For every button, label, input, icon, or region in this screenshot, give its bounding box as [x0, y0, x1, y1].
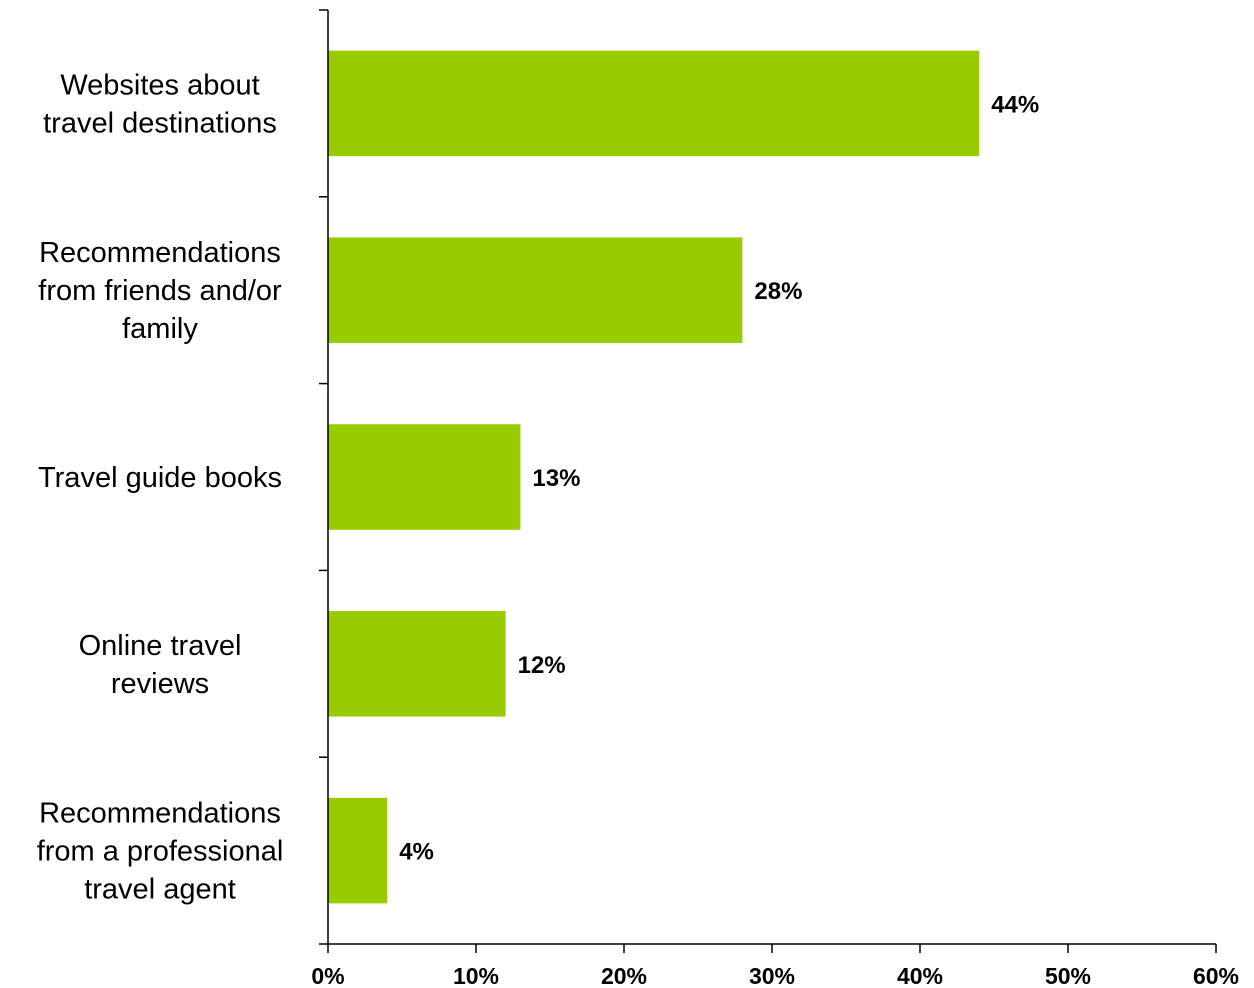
- tick-labels-group: 0% 10% 20% 30% 40% 50% 60%: [311, 963, 1239, 988]
- category-label-line: travel agent: [84, 874, 236, 906]
- category-label-line: from friends and/or: [38, 275, 282, 307]
- category-label-0: Websites about travel destinations: [43, 69, 277, 139]
- bars-group: [328, 50, 980, 904]
- category-label-line: Recommendations: [39, 237, 281, 269]
- x-tick-label-5: 50%: [1045, 963, 1091, 988]
- data-label-2: 13%: [532, 465, 580, 492]
- bar-3: [328, 611, 506, 717]
- data-label-1: 28%: [754, 278, 802, 305]
- bar-1: [328, 237, 743, 343]
- category-label-line: family: [122, 313, 198, 345]
- category-label-line: travel destinations: [43, 107, 277, 139]
- category-label-line: Travel guide books: [38, 462, 282, 494]
- category-label-2: Travel guide books: [38, 462, 282, 494]
- category-label-line: reviews: [111, 668, 209, 700]
- category-labels-group: Websites about travel destinations Recomme…: [37, 69, 284, 905]
- data-labels-group: 44% 28% 13% 12% 4%: [399, 91, 1039, 865]
- x-tick-label-0: 0%: [311, 963, 344, 988]
- category-label-line: Recommendations: [39, 798, 281, 830]
- bar-2: [328, 424, 521, 530]
- category-label-line: Websites about: [60, 69, 259, 101]
- x-tick-label-1: 10%: [453, 963, 499, 988]
- category-label-3: Online travel reviews: [79, 630, 242, 700]
- category-label-1: Recommendations from friends and/or family: [38, 237, 282, 345]
- x-tick-label-3: 30%: [749, 963, 795, 988]
- bar-0: [328, 50, 980, 157]
- category-label-4: Recommendations from a professional travel…: [37, 798, 284, 906]
- data-label-0: 44%: [991, 91, 1039, 118]
- axes-group: [319, 9, 1217, 953]
- category-label-line: Online travel: [79, 630, 242, 662]
- x-tick-label-2: 20%: [601, 963, 647, 988]
- data-label-4: 4%: [399, 839, 434, 866]
- x-tick-label-4: 40%: [897, 963, 943, 988]
- data-label-3: 12%: [518, 652, 566, 679]
- x-tick-label-6: 60%: [1193, 963, 1239, 988]
- category-label-line: from a professional: [37, 836, 284, 868]
- bar-4: [328, 797, 388, 904]
